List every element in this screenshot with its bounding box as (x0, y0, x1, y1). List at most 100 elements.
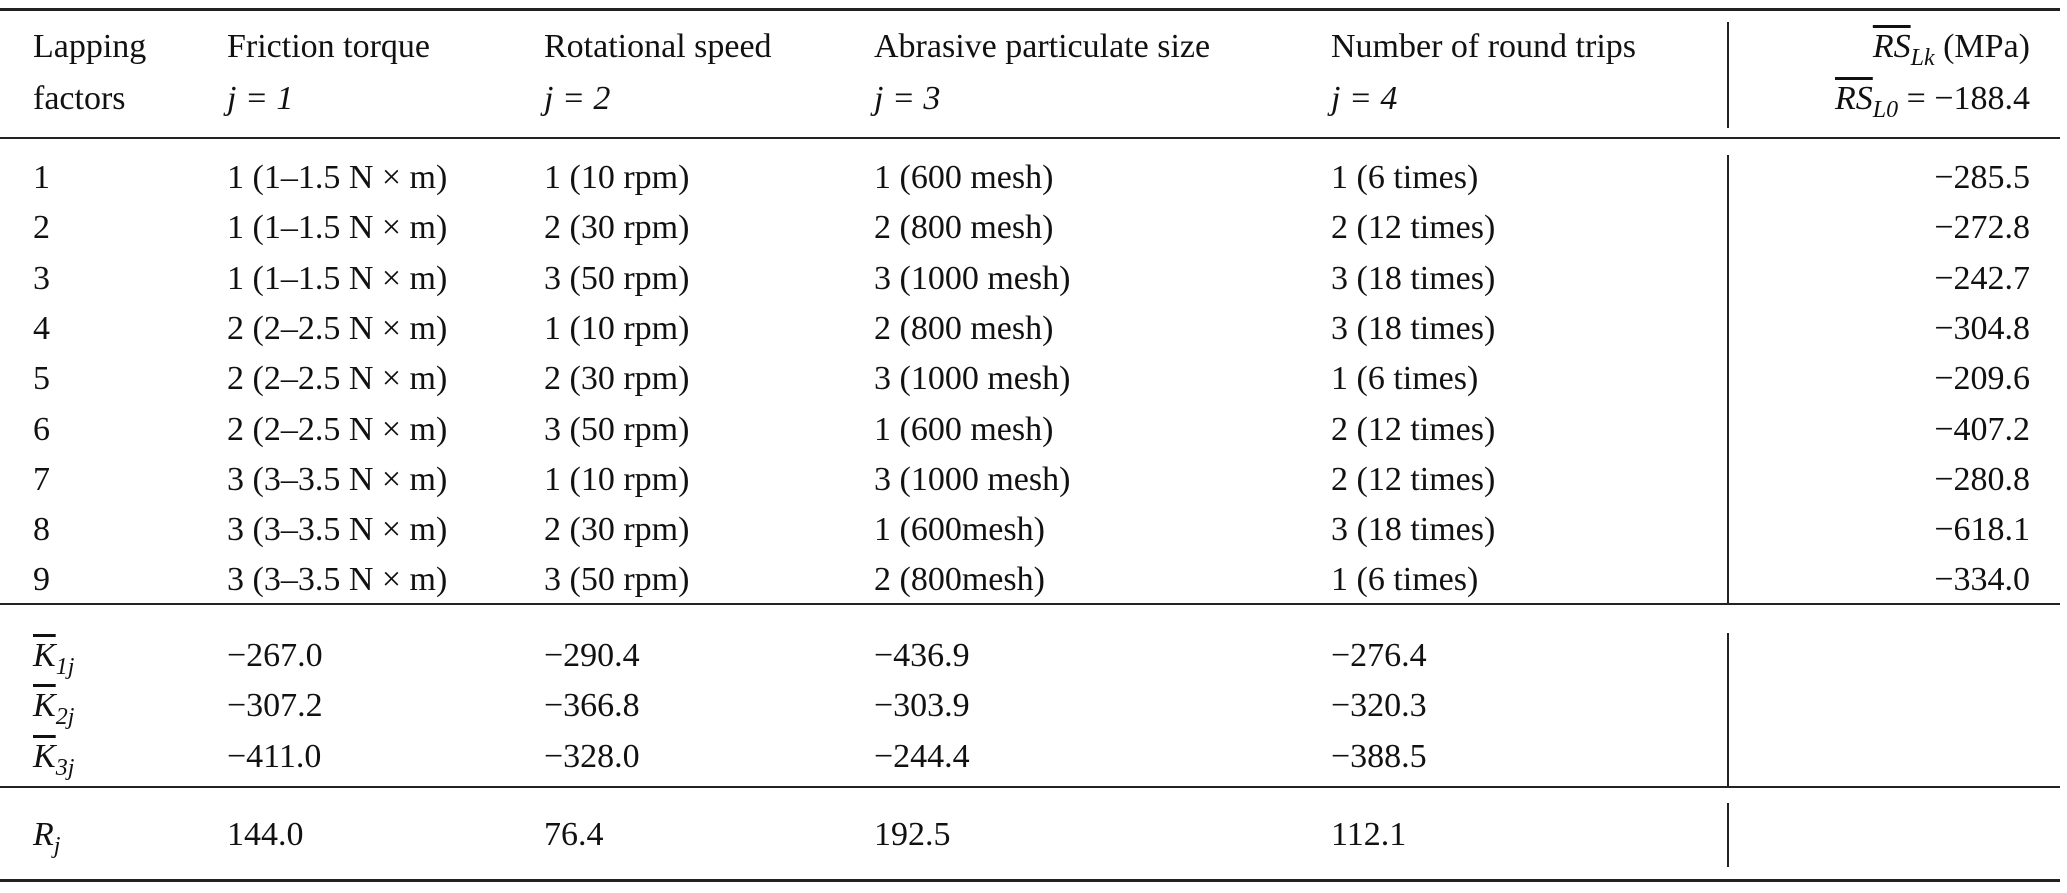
table-cell: 1 (600 mesh) (874, 159, 1054, 196)
table-cell: −407.2 (1934, 410, 2030, 448)
table-cell: −320.3 (1331, 687, 1427, 725)
symbol: K (33, 737, 56, 775)
table-cell: −209.6 (1934, 360, 2030, 398)
header-line-1: Lapping Friction torque Rotational speed… (0, 22, 2067, 72)
table-cell: 2 (33, 209, 50, 247)
table-cell: 2 (12 times) (1331, 209, 1496, 247)
table-cell: −411.0 (227, 737, 322, 775)
r-row: Rj 144.0 76.4 192.5 112.1 (0, 810, 2067, 860)
rs-symbol: RS (1872, 28, 1911, 65)
table-cell: 8 (33, 511, 50, 549)
table-cell: 3 (18 times) (1331, 511, 1496, 549)
table-cell: −285.5 (1934, 159, 2030, 196)
k-row-label: K2j (33, 681, 74, 731)
table-cell: 2 (30 rpm) (544, 360, 690, 398)
header-j1: j = 1 (227, 80, 294, 117)
body-rule (0, 603, 2060, 605)
table-cell: 3 (50 rpm) (544, 561, 690, 599)
table-cell: 1 (600mesh) (874, 511, 1045, 549)
k-row: K3j −411.0 −328.0 −244.4 −388.5 (0, 732, 2067, 782)
table-cell: 3 (18 times) (1331, 309, 1496, 347)
top-rule (0, 8, 2060, 11)
subscript: 1j (55, 654, 75, 680)
table-cell: 3 (18 times) (1331, 259, 1496, 297)
rs-subscript: L0 (1872, 97, 1899, 123)
header-line-2: factors j = 1 j = 2 j = 3 j = 4 RSL0 = −… (0, 74, 2067, 124)
k-row: K2j −307.2 −366.8 −303.9 −320.3 (0, 681, 2067, 731)
table-cell: 2 (800 mesh) (874, 309, 1054, 347)
table-cell: 4 (33, 309, 50, 347)
symbol: K (33, 687, 56, 725)
r-row-label: Rj (33, 810, 60, 860)
table-cell: −618.1 (1934, 511, 2030, 549)
table-row: 2 1 (1–1.5 N × m) 2 (30 rpm) 2 (800 mesh) 2 … (0, 203, 2067, 253)
table-cell: −242.7 (1934, 259, 2030, 297)
table-cell: 1 (1–1.5 N × m) (227, 159, 448, 196)
table-row: 8 3 (3–3.5 N × m) 2 (30 rpm) 1 (600mesh) 3 (… (0, 505, 2067, 555)
table-cell: −290.4 (544, 637, 640, 674)
header-rule (0, 137, 2060, 139)
symbol: R (33, 816, 54, 853)
table-cell: 6 (33, 410, 50, 448)
header-lapping-factors-2: factors (33, 80, 126, 117)
table-row: 7 3 (3–3.5 N × m) 1 (10 rpm) 3 (1000 mesh) 2… (0, 455, 2067, 505)
table-cell: −366.8 (544, 687, 640, 725)
header-j4: j = 4 (1331, 80, 1398, 117)
table-cell: 9 (33, 561, 50, 599)
table-cell: −304.8 (1934, 309, 2030, 347)
header-abrasive-size: Abrasive particulate size (874, 28, 1211, 65)
table-cell: 3 (50 rpm) (544, 259, 690, 297)
table-cell: 1 (10 rpm) (544, 460, 690, 498)
column-separator (1727, 803, 1729, 867)
table-cell: 7 (33, 460, 50, 498)
header-rs-lk: RSLk (MPa) (1873, 22, 2030, 72)
table-cell: −334.0 (1934, 561, 2030, 599)
table-cell: 1 (6 times) (1331, 360, 1479, 398)
table-cell: −436.9 (874, 637, 970, 674)
subscript: j (53, 833, 61, 859)
table-cell: −303.9 (874, 687, 970, 725)
table-row: 6 2 (2–2.5 N × m) 3 (50 rpm) 1 (600 mesh) 2 … (0, 405, 2067, 455)
header-rotational-speed: Rotational speed (544, 28, 772, 65)
header-lapping-factors: Lapping (33, 28, 147, 65)
table-cell: 192.5 (874, 816, 951, 853)
table-cell: −280.8 (1934, 460, 2030, 498)
table-cell: 2 (30 rpm) (544, 209, 690, 247)
table-cell: 3 (50 rpm) (544, 410, 690, 448)
rs-symbol: RS (1835, 80, 1873, 117)
table-cell: −307.2 (227, 687, 323, 725)
table-cell: 1 (6 times) (1331, 561, 1479, 599)
column-separator (1727, 633, 1729, 788)
table-cell: 76.4 (544, 816, 604, 853)
table-cell: 3 (33, 259, 50, 297)
rs-subscript: Lk (1910, 45, 1935, 71)
table-cell: −244.4 (874, 737, 970, 775)
table-row: 5 2 (2–2.5 N × m) 2 (30 rpm) 3 (1000 mesh) 1… (0, 354, 2067, 404)
header-j2: j = 2 (544, 80, 611, 117)
column-separator (1727, 155, 1729, 605)
table-cell: 1 (33, 159, 50, 196)
table-cell: 3 (1000 mesh) (874, 360, 1071, 398)
table-cell: 2 (2–2.5 N × m) (227, 309, 448, 347)
table-cell: 1 (1–1.5 N × m) (227, 259, 448, 297)
table-cell: 1 (6 times) (1331, 159, 1479, 196)
table-cell: 1 (600 mesh) (874, 410, 1054, 448)
table-cell: 1 (1–1.5 N × m) (227, 209, 448, 247)
table-cell: 2 (800mesh) (874, 561, 1045, 599)
table-row: 3 1 (1–1.5 N × m) 3 (50 rpm) 3 (1000 mesh) 3… (0, 254, 2067, 304)
rs-l0-value: = −188.4 (1898, 80, 2030, 117)
table-cell: 2 (12 times) (1331, 410, 1496, 448)
table-cell: 3 (3–3.5 N × m) (227, 511, 448, 549)
k-row-label: K1j (33, 631, 74, 681)
table-cell: −272.8 (1934, 209, 2030, 247)
table-cell: 2 (12 times) (1331, 460, 1496, 498)
header-rs-l0: RSL0 = −188.4 (1835, 74, 2030, 124)
table-cell: 112.1 (1331, 816, 1407, 853)
table-row: 9 3 (3–3.5 N × m) 3 (50 rpm) 2 (800mesh) 1 (… (0, 555, 2067, 605)
table-row: 4 2 (2–2.5 N × m) 1 (10 rpm) 2 (800 mesh) 3 … (0, 304, 2067, 354)
k-row-label: K3j (33, 732, 74, 782)
table-row: 1 1 (1–1.5 N × m) 1 (10 rpm) 1 (600 mesh) 1 … (0, 153, 2067, 203)
column-separator (1727, 22, 1729, 128)
table-cell: 1 (10 rpm) (544, 309, 690, 347)
table-cell: 2 (30 rpm) (544, 511, 690, 549)
